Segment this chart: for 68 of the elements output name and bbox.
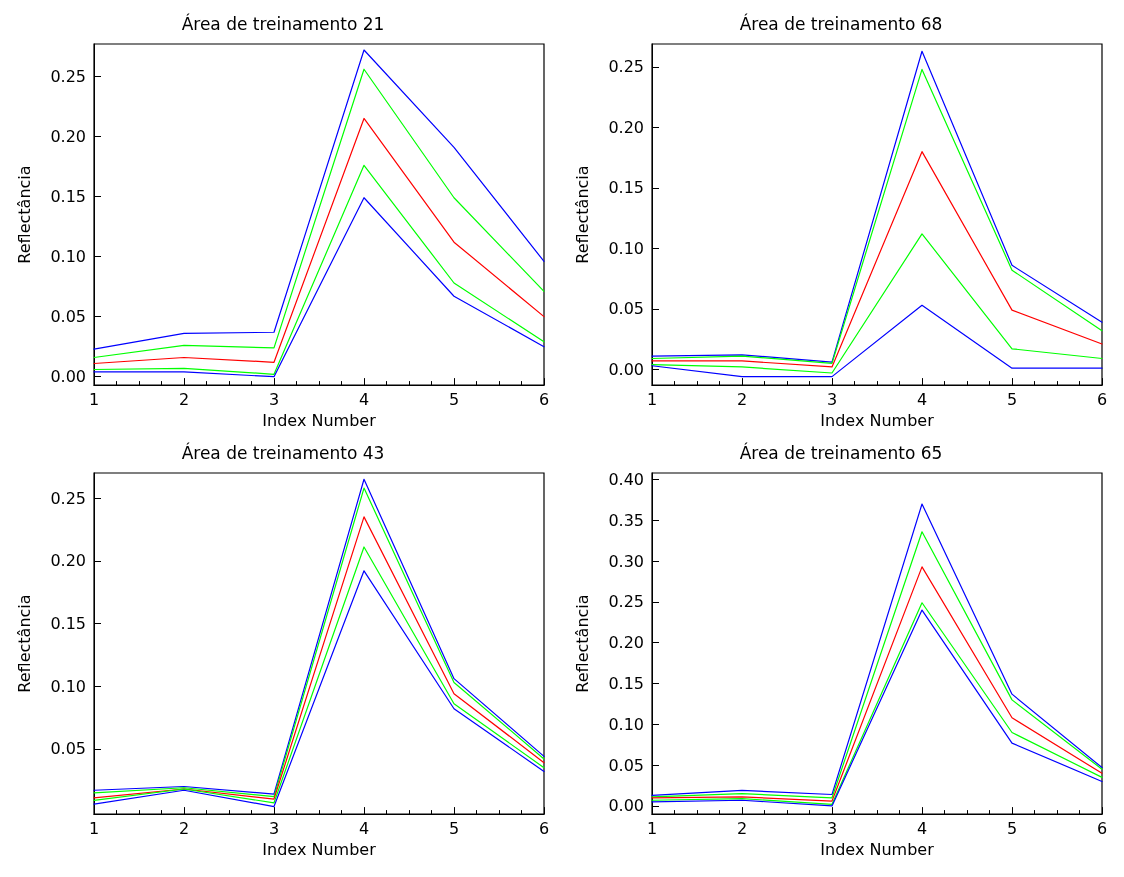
line-series <box>651 151 1103 368</box>
y-tick-label: 0.35 <box>608 510 644 530</box>
y-tick-label: 0.10 <box>50 676 86 696</box>
x-tick-label: 1 <box>88 389 100 409</box>
x-axis-title: Index Number <box>262 839 377 859</box>
chart-title: Área de treinamento 65 <box>739 441 943 463</box>
y-tick-label: 0.15 <box>608 178 644 198</box>
y-tick-label: 0.05 <box>608 755 644 775</box>
x-tick-label: 2 <box>178 389 190 409</box>
x-tick-label: 5 <box>448 818 460 838</box>
y-tick-label: 0.15 <box>50 613 86 633</box>
x-axis-title: Index Number <box>820 410 935 430</box>
y-tick-label: 0.15 <box>608 674 644 694</box>
x-tick-label: 4 <box>916 389 928 409</box>
x-tick-label: 3 <box>268 389 280 409</box>
y-tick-label: 0.20 <box>50 126 86 146</box>
line-series <box>93 164 545 375</box>
y-tick-label: 0.20 <box>608 117 644 137</box>
x-tick-label: 2 <box>736 818 748 838</box>
x-tick-label: 3 <box>268 818 280 838</box>
x-tick-label: 1 <box>88 818 100 838</box>
y-tick-label: 0.05 <box>50 739 86 759</box>
chart-title: Área de treinamento 68 <box>739 12 943 34</box>
y-tick-label: 0.10 <box>50 247 86 267</box>
x-tick-label: 5 <box>448 389 460 409</box>
y-tick-label: 0.05 <box>50 307 86 327</box>
x-tick-label: 5 <box>1006 389 1018 409</box>
x-tick-label: 2 <box>736 389 748 409</box>
chart-title: Área de treinamento 43 <box>181 441 385 463</box>
y-tick-label: 0.00 <box>50 367 86 387</box>
x-tick-label: 4 <box>358 818 370 838</box>
y-axis-title: Reflectância <box>572 594 592 693</box>
y-axis-title: Reflectância <box>14 165 34 264</box>
x-tick-label: 3 <box>826 389 838 409</box>
y-tick-label: 0.10 <box>608 238 644 258</box>
y-tick-label: 0.00 <box>608 796 644 816</box>
x-tick-label: 5 <box>1006 818 1018 838</box>
y-tick-label: 0.25 <box>50 488 86 508</box>
y-axis-title: Reflectância <box>572 165 592 264</box>
y-tick-label: 0.05 <box>608 299 644 319</box>
y-tick-label: 0.20 <box>50 551 86 571</box>
y-tick-label: 0.25 <box>608 57 644 77</box>
x-tick-label: 2 <box>178 818 190 838</box>
y-tick-label: 0.10 <box>608 714 644 734</box>
line-series <box>93 117 545 365</box>
line-series <box>651 233 1103 374</box>
line-series <box>651 304 1103 378</box>
y-tick-label: 0.15 <box>50 187 86 207</box>
x-tick-label: 6 <box>538 389 550 409</box>
y-tick-label: 0.25 <box>608 592 644 612</box>
y-tick-label: 0.00 <box>608 359 644 379</box>
line-series <box>93 197 545 378</box>
x-axis-title: Index Number <box>262 410 377 430</box>
x-axis-title: Index Number <box>820 839 935 859</box>
y-tick-label: 0.20 <box>608 633 644 653</box>
y-tick-label: 0.30 <box>608 551 644 571</box>
x-tick-label: 1 <box>646 818 658 838</box>
chart-title: Área de treinamento 21 <box>181 12 385 34</box>
x-tick-label: 6 <box>1096 818 1108 838</box>
x-tick-label: 1 <box>646 389 658 409</box>
x-tick-label: 6 <box>1096 389 1108 409</box>
x-tick-label: 4 <box>358 389 370 409</box>
x-tick-label: 3 <box>826 818 838 838</box>
y-tick-label: 0.40 <box>608 470 644 490</box>
x-tick-label: 6 <box>538 818 550 838</box>
y-tick-label: 0.25 <box>50 66 86 86</box>
y-axis-title: Reflectância <box>14 594 34 693</box>
x-tick-label: 4 <box>916 818 928 838</box>
